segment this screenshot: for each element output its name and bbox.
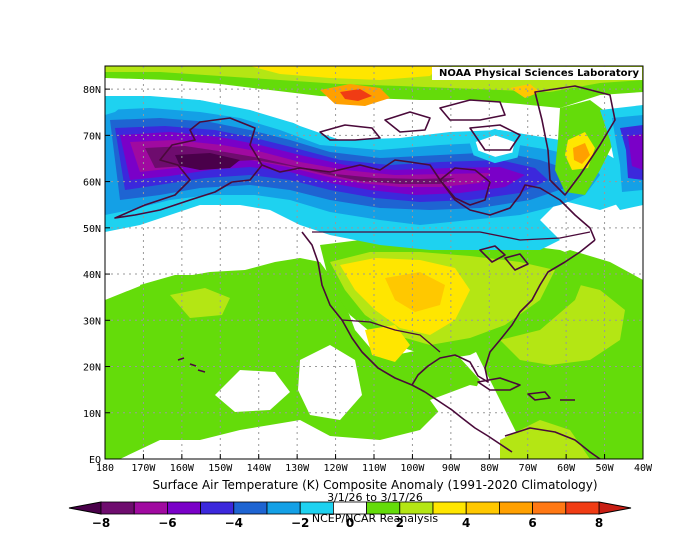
colorbar-label: 4: [462, 516, 470, 530]
longitude-tick-label: 170W: [131, 463, 156, 474]
southwest-orange-core: [385, 272, 445, 312]
usa-east-coastline: [411, 239, 596, 386]
colorbar-label: 6: [528, 516, 536, 530]
longitude-tick-label: 90W: [442, 463, 461, 474]
longitude-tick-label: 160W: [170, 463, 195, 474]
longitude-tick-label: 100W: [400, 463, 425, 474]
date-range-label: 3/1/26 to 3/17/26: [327, 491, 423, 504]
colorbar-label: 0: [346, 516, 354, 530]
colorbar-segment: [565, 501, 600, 515]
caribbean-islands: [477, 377, 575, 401]
alaska-cyan-edge: [105, 96, 130, 115]
longitude-tick-label: 60W: [557, 463, 576, 474]
colorbar-label: −8: [92, 516, 110, 530]
greenland-orange-core: [573, 143, 590, 164]
longitude-tick-label: 120W: [324, 463, 349, 474]
latitude-tick-labels: EQ 10N 20N 30N 40N 50N 60N 70N 80N: [83, 85, 110, 466]
greenland-coastline: [534, 85, 616, 196]
latitude-tick-label: EQ: [89, 455, 101, 466]
alaska-coastline: [114, 117, 263, 219]
longitude-tick-label: 70W: [519, 463, 538, 474]
map-plot-area: [105, 66, 643, 459]
colorbar-label: 2: [396, 516, 404, 530]
map-title: Surface Air Temperature (K) Composite An…: [152, 478, 598, 492]
hawaii-islands: [177, 357, 206, 373]
source-label: NCEP/NCAR Reanalysis: [311, 512, 439, 525]
colorbar-label: −6: [158, 516, 176, 530]
latitude-tick-label: 60N: [83, 178, 101, 189]
colorbar-low-arrow: [68, 501, 102, 515]
tropical-white-patch: [215, 370, 290, 412]
arctic-yellow-patch: [250, 66, 440, 80]
longitude-tick-label: 80W: [480, 463, 499, 474]
colorbar-label: −4: [225, 516, 243, 530]
cold-extreme-core: [175, 153, 240, 170]
cold-band-core: [145, 146, 455, 184]
colorbar-label: 8: [595, 516, 603, 530]
colorbar-label: −2: [291, 516, 309, 530]
latitude-tick-label: 50N: [83, 224, 101, 235]
latitude-tick-label: 20N: [83, 363, 101, 374]
tropical-white-patch: [298, 345, 362, 420]
longitude-tick-labels: 180 170W 160W 150W 140W 130W 120W 110W 100W 90W 80…: [96, 454, 653, 474]
arctic-islands: [319, 99, 521, 151]
longitude-tick-label: 110W: [362, 463, 387, 474]
north-atlantic-purple: [628, 134, 643, 170]
longitude-tick-label: 150W: [208, 463, 233, 474]
south-america-coastline: [504, 427, 601, 459]
us-mexico-border: [341, 319, 441, 353]
longitude-tick-label: 130W: [285, 463, 310, 474]
usa-west-coastline: [301, 231, 426, 393]
latitude-tick-label: 80N: [83, 85, 101, 96]
baffin-cyan-ring: [468, 128, 522, 164]
arctic-red-patch: [340, 89, 372, 101]
arctic-white-region: [105, 84, 580, 135]
latitude-tick-label: 70N: [83, 131, 101, 142]
coastlines: [114, 85, 616, 459]
longitude-tick-label: 140W: [247, 463, 272, 474]
great-lakes: [479, 245, 529, 271]
hudson-bay-coastline: [439, 167, 491, 206]
mexico-yellow-patch: [365, 325, 410, 362]
latitude-tick-label: 10N: [83, 409, 101, 420]
latitude-tick-label: 30N: [83, 316, 101, 327]
credit-label: NOAA Physical Sciences Laboratory: [432, 67, 642, 80]
arctic-warm-patch: [510, 84, 540, 98]
longitude-tick-label: 40W: [634, 463, 653, 474]
longitude-tick-label: 50W: [596, 463, 615, 474]
colorbar: −8 −6 −4 −2 0 2 4 6 8: [68, 501, 632, 530]
pacific-yellowgreen-blob: [170, 288, 230, 318]
central-america-coastline: [424, 391, 513, 453]
latitude-tick-label: 40N: [83, 270, 101, 281]
longitude-tick-label: 180: [96, 463, 114, 474]
us-canada-border: [312, 231, 591, 241]
canada-arctic-coastline: [261, 159, 596, 241]
